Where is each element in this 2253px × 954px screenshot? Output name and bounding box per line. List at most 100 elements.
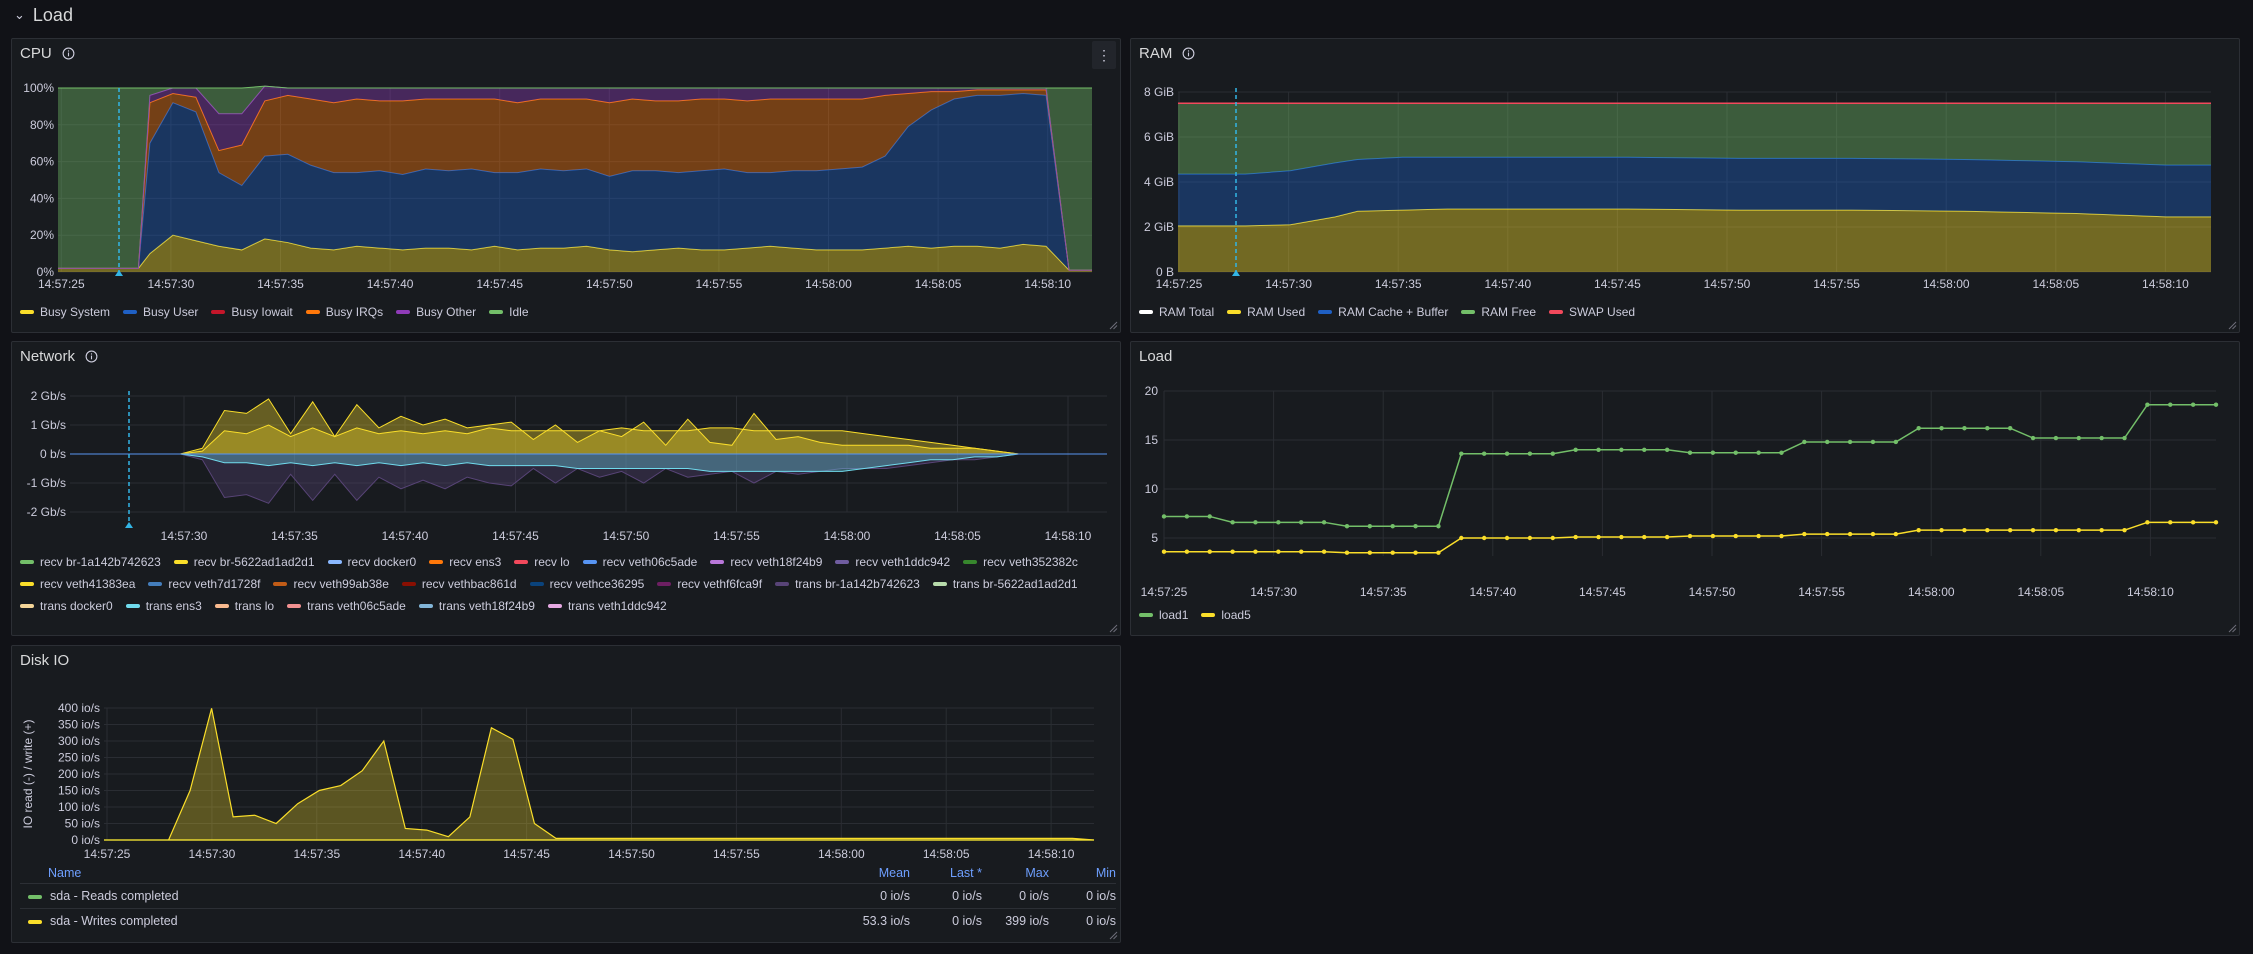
legend-item[interactable]: recv vethbac861d [401, 577, 517, 591]
legend-item[interactable]: trans veth06c5ade [287, 599, 406, 613]
legend-item[interactable]: SWAP Used [1549, 305, 1635, 319]
legend-label: recv veth06c5ade [602, 555, 698, 569]
cpu-chart[interactable]: 100% 80% 60% 40% 20% 0%14:57:25 14:57:30 14:57:… [12, 39, 1121, 309]
legend-item[interactable]: Busy IRQs [305, 305, 383, 319]
x-tick-label: 14:57:25 [38, 277, 85, 291]
legend-item[interactable]: recv br-5622ad1ad2d1 [173, 555, 315, 569]
legend-item[interactable]: recv veth41383ea [20, 577, 135, 591]
network-chart[interactable]: 2 Gb/s 1 Gb/s 0 b/s -1 Gb/s -2 Gb/s 14:57:30 1… [12, 342, 1121, 547]
legend-item[interactable]: Busy User [123, 305, 198, 319]
data-point [1253, 549, 1258, 554]
x-tick-label: 14:57:40 [1484, 277, 1531, 291]
legend-item[interactable]: recv vethce36295 [529, 577, 644, 591]
legend-item[interactable]: recv veth352382c [963, 555, 1078, 569]
legend-item[interactable]: recv br-1a142b742623 [20, 555, 161, 569]
legend-item[interactable]: recv lo [514, 555, 570, 569]
legend-item[interactable]: trans br-5622ad1ad2d1 [932, 577, 1078, 591]
legend-item[interactable]: load5 [1201, 608, 1251, 622]
info-icon[interactable] [62, 47, 75, 60]
resize-handle-icon[interactable] [1109, 321, 1118, 330]
legend-item[interactable]: recv veth06c5ade [582, 555, 698, 569]
load-chart[interactable]: 20 15 10 5 14:57:25 14:57:30 14:57:35 14:57:40 1… [1131, 342, 2240, 602]
legend-item[interactable]: recv ens3 [429, 555, 501, 569]
legend-item[interactable]: recv veth1ddc942 [835, 555, 950, 569]
column-header-min[interactable]: Min [1095, 866, 1116, 880]
legend-item[interactable]: RAM Cache + Buffer [1318, 305, 1448, 319]
legend-swatch [1549, 310, 1564, 314]
panel-menu-button[interactable]: ⋮ [1092, 41, 1116, 69]
legend-item[interactable]: Idle [489, 305, 529, 319]
time-cursor-marker [1232, 270, 1240, 276]
data-point [1481, 535, 1487, 541]
line-ram-cache-buffer [1178, 156, 2211, 175]
row-header-load[interactable]: ⌄ Load [14, 4, 73, 26]
data-point [1184, 514, 1190, 519]
column-header-name[interactable]: Name [48, 866, 82, 880]
disk-io-chart[interactable]: 400 io/s 350 io/s 300 io/s 250 io/s 200 io/s… [12, 646, 1121, 861]
legend-swatch [20, 582, 34, 586]
legend-item[interactable]: recv veth99ab38e [273, 577, 389, 591]
data-point [2076, 527, 2081, 533]
table-row[interactable]: sda - Writes completed 53.3 io/s 0 io/s … [20, 908, 1116, 933]
column-header-mean[interactable]: Mean [878, 866, 910, 880]
legend-item[interactable]: load1 [1139, 608, 1188, 622]
resize-handle-icon[interactable] [1109, 624, 1118, 633]
legend-item[interactable]: recv veth18f24b9 [710, 555, 822, 569]
legend-item[interactable]: trans veth1ddc942 [547, 599, 667, 613]
legend-item[interactable]: recv docker0 [327, 555, 416, 569]
legend-item[interactable]: RAM Free [1461, 305, 1536, 319]
data-point [1619, 447, 1624, 452]
data-point [1161, 549, 1167, 554]
series-name-cell[interactable]: sda - Reads completed [20, 883, 838, 909]
legend-item[interactable]: RAM Used [1227, 305, 1305, 319]
x-tick-label: 14:57:35 [1360, 585, 1407, 599]
legend-item[interactable]: RAM Total [1139, 305, 1214, 319]
legend-item[interactable]: trans docker0 [20, 599, 113, 613]
line-idle [58, 85, 1092, 89]
data-point [1504, 451, 1510, 456]
data-point [1344, 550, 1350, 555]
legend-swatch [547, 604, 562, 608]
legend-item[interactable]: trans br-1a142b742623 [775, 577, 920, 591]
data-point [1916, 426, 1921, 431]
resize-handle-icon[interactable] [2228, 321, 2237, 330]
legend-item[interactable]: Busy System [20, 305, 110, 319]
data-point [1962, 527, 1967, 533]
resize-handle-icon[interactable] [2228, 624, 2237, 633]
area-ram-cache-buffer [1178, 157, 2211, 226]
x-tick-label: 14:57:30 [189, 847, 236, 861]
data-point [1733, 450, 1738, 455]
ram-chart[interactable]: 8 GiB 6 GiB 4 GiB 2 GiB 0 B14:57:25 14:57:30 1… [1131, 39, 2240, 309]
x-tick-label: 14:57:45 [492, 529, 539, 543]
legend-item[interactable]: Busy Other [396, 305, 476, 319]
column-header-last[interactable]: Last * [950, 866, 982, 880]
chevron-down-icon[interactable]: ⌄ [14, 7, 25, 22]
column-header-max[interactable]: Max [1025, 866, 1049, 880]
legend-item[interactable]: trans ens3 [125, 599, 202, 613]
series-name-cell[interactable]: sda - Writes completed [20, 908, 838, 933]
info-icon[interactable] [1182, 47, 1195, 60]
series-color-swatch [28, 919, 42, 924]
data-point [2007, 426, 2013, 431]
legend-item[interactable]: recv veth7d1728f [148, 577, 260, 591]
x-tick-label: 14:57:50 [1689, 585, 1736, 599]
resize-handle-icon[interactable] [1109, 931, 1118, 940]
panel-title: RAM [1139, 45, 1173, 62]
table-row[interactable]: sda - Reads completed 0 io/s 0 io/s 0 io… [20, 883, 1116, 909]
x-tick-label: 14:57:50 [586, 277, 633, 291]
load-legend: load1 load5 [1139, 608, 2229, 622]
panel-title: CPU [20, 45, 52, 62]
y-tick-label: 100 io/s [58, 800, 100, 814]
legend-item[interactable]: trans veth18f24b9 [418, 599, 535, 613]
legend-item[interactable]: recv vethf6fca9f [657, 577, 762, 591]
kebab-menu-icon[interactable]: ⋮ [1097, 46, 1111, 63]
legend-label: RAM Used [1247, 305, 1306, 319]
data-point [1825, 439, 1830, 445]
legend-item[interactable]: Busy Iowait [211, 305, 293, 319]
info-icon[interactable] [85, 350, 98, 363]
legend-item[interactable]: trans lo [214, 599, 274, 613]
series-name: sda - Writes completed [50, 914, 178, 928]
x-tick-label: 14:57:40 [382, 529, 429, 543]
legend-label: recv br-1a142b742623 [40, 555, 161, 569]
data-point [1756, 533, 1761, 539]
